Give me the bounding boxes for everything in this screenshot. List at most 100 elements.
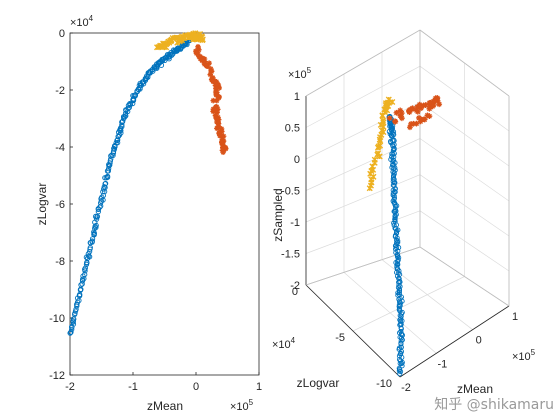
scatter-point — [380, 117, 387, 124]
scatter-point — [105, 165, 112, 172]
scatter-point — [193, 50, 200, 57]
scatter-point — [111, 146, 118, 152]
scatter-point — [118, 125, 124, 131]
scatter-point — [216, 85, 222, 91]
grid-line-3d — [305, 138, 421, 191]
y-tick-label-2d: -6 — [55, 199, 65, 211]
z-exponent-3d: ×105 — [288, 66, 312, 81]
x-tick-label-2d: 1 — [256, 381, 262, 393]
scatter-point — [430, 98, 437, 105]
scatter-point — [98, 203, 104, 209]
axis-edge-3d — [419, 246, 510, 307]
scatter-point — [409, 105, 416, 112]
scatter-point — [112, 142, 118, 149]
x-exponent-2d: ×105 — [230, 398, 254, 413]
axis-edge-3d — [399, 305, 510, 378]
scatter-point — [210, 97, 216, 104]
scatter-point — [215, 125, 222, 131]
y-axis-label-3d: zLogvar — [297, 376, 340, 390]
z-tick-label-3d: 0.5 — [285, 123, 300, 135]
grid-line-3d — [352, 276, 465, 332]
scatter-point — [429, 103, 436, 110]
grid-line-3d — [343, 272, 437, 354]
x-tick-label-3d: -2 — [401, 382, 411, 394]
scatter-point — [220, 133, 227, 140]
scatter-point — [127, 101, 133, 107]
scatter-point — [418, 105, 424, 112]
scatter-point — [396, 299, 403, 305]
x-tick-label-3d: 1 — [512, 311, 518, 323]
scatter-point — [119, 122, 125, 128]
scatter-point — [395, 257, 401, 263]
scatter-point — [104, 173, 111, 180]
scatter-point — [80, 273, 86, 279]
y-tick-label-3d: -5 — [335, 332, 345, 344]
scatter-point — [105, 168, 112, 174]
scatter-point — [388, 123, 394, 129]
scatter-point — [102, 180, 109, 187]
watermark: 知乎 @shikamaru — [434, 397, 554, 413]
x-tick-label-2d: -2 — [65, 381, 75, 393]
scatter-point — [416, 115, 422, 121]
scatter-point — [93, 222, 99, 229]
scatter-point — [94, 213, 101, 220]
y-tick-label-2d: -10 — [49, 313, 65, 325]
z-tick-label-3d: -1 — [290, 217, 300, 229]
scatter-point — [398, 328, 404, 335]
scatter-point — [407, 124, 413, 131]
axis-edge-3d — [305, 246, 421, 286]
scatter-point — [89, 239, 95, 245]
scatter-point — [418, 116, 425, 123]
x-tick-label-2d: -1 — [128, 381, 138, 393]
scatter-point — [220, 149, 226, 156]
scatter-point — [426, 113, 433, 120]
grid-line-3d — [305, 210, 421, 254]
scatter-point — [427, 99, 434, 106]
y-tick-label-2d: -12 — [49, 370, 65, 382]
scatter-point — [123, 113, 129, 119]
scatter-point — [86, 254, 93, 260]
scatter-point — [220, 138, 227, 145]
scatter-point — [213, 85, 219, 92]
scatter-point — [206, 60, 212, 66]
scatter-point — [392, 118, 399, 125]
scatter-point — [208, 68, 215, 75]
y-tick-label-2d: -2 — [55, 85, 65, 97]
scatter-point — [417, 118, 424, 125]
scatter-point — [407, 106, 413, 113]
scatter-point — [69, 326, 75, 333]
y-tick-label-3d: -10 — [376, 378, 392, 390]
scatter-point — [108, 153, 114, 159]
scatter-point — [219, 147, 226, 154]
scatter-point — [82, 271, 88, 278]
grid-line-3d — [305, 65, 421, 128]
scatter-point — [413, 120, 420, 127]
scatter-point — [385, 96, 392, 103]
scatter-point — [434, 96, 440, 102]
y-tick-label-2d: -8 — [55, 256, 65, 268]
grid-line-3d — [305, 174, 421, 223]
axis-edge-3d — [305, 284, 401, 378]
scatter-point — [414, 108, 421, 115]
scatter-point — [396, 296, 402, 302]
y-axis-label-2d: zLogvar — [35, 183, 49, 226]
scatter-point — [393, 109, 400, 116]
scatter-point — [394, 264, 400, 270]
x-tick-label-3d: 0 — [476, 335, 482, 347]
y-tick-label-3d: 0 — [292, 286, 298, 298]
scatter-point — [414, 104, 421, 110]
axes-2d: -2 -1 0 10-2-4-6-8-10-12 zMean zLogvar ×105… — [35, 14, 262, 413]
scatter-point — [397, 330, 403, 336]
scatter-point — [389, 98, 396, 106]
scatter-point — [94, 214, 100, 220]
axes-3d: 10.50-0.5-1-1.5-20-5-10 -2-101 zSampled z… — [271, 29, 536, 396]
scatter-point — [130, 100, 136, 107]
z-tick-label-3d: -1.5 — [281, 249, 300, 261]
scatter-point — [386, 115, 393, 122]
scatter-point — [211, 78, 217, 84]
z-tick-label-3d: 0 — [294, 154, 300, 166]
scatter-point — [71, 316, 77, 322]
scatter-point — [93, 216, 100, 222]
scatter-point — [398, 110, 405, 117]
scatter-point — [122, 114, 128, 120]
